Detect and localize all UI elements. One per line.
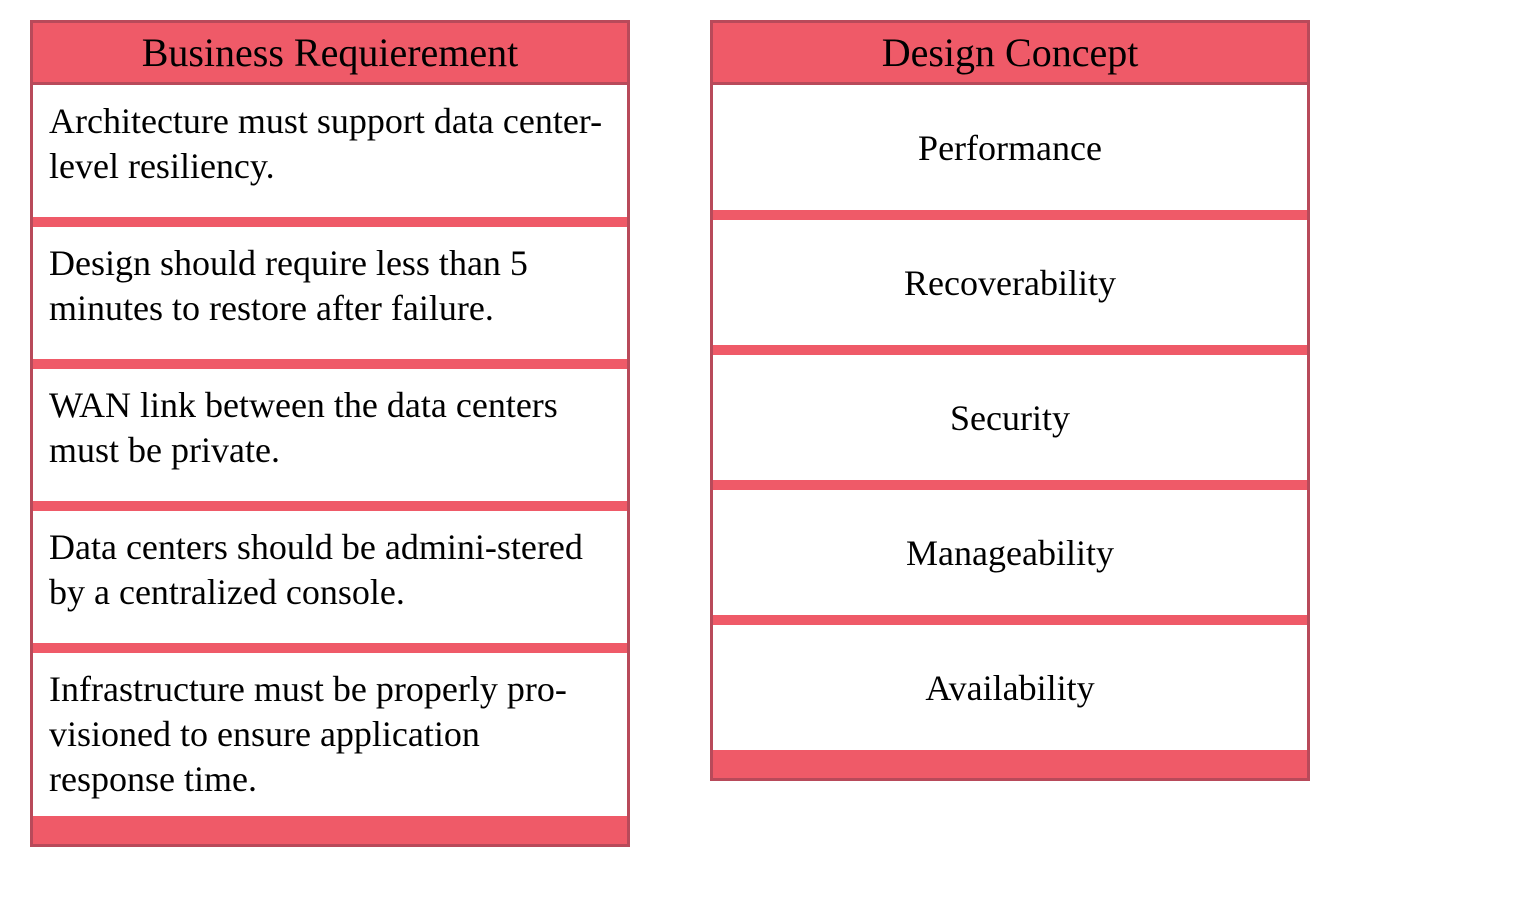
panel-bottom-pad (713, 760, 1307, 778)
concept-item[interactable]: Recoverability (713, 220, 1307, 355)
concept-item[interactable]: Performance (713, 85, 1307, 220)
left-header: Business Requierement (33, 23, 627, 85)
design-concept-panel: Design Concept Performance Recoverabilit… (710, 20, 1310, 781)
requirement-item[interactable]: WAN link between the data centers must b… (33, 369, 627, 511)
concept-item[interactable]: Availability (713, 625, 1307, 760)
concept-item[interactable]: Manageability (713, 490, 1307, 625)
requirement-item[interactable]: Design should require less than 5 minute… (33, 227, 627, 369)
left-column: Business Requierement Architecture must … (30, 20, 630, 847)
matching-diagram: Business Requierement Architecture must … (30, 20, 1506, 847)
requirement-item[interactable]: Data centers should be admini-stered by … (33, 511, 627, 653)
panel-bottom-pad (33, 826, 627, 844)
business-requirement-panel: Business Requierement Architecture must … (30, 20, 630, 847)
requirement-item[interactable]: Architecture must support data center-le… (33, 85, 627, 227)
concept-item[interactable]: Security (713, 355, 1307, 490)
requirement-item[interactable]: Infrastructure must be properly pro-visi… (33, 653, 627, 826)
right-column: Design Concept Performance Recoverabilit… (710, 20, 1310, 781)
right-header: Design Concept (713, 23, 1307, 85)
